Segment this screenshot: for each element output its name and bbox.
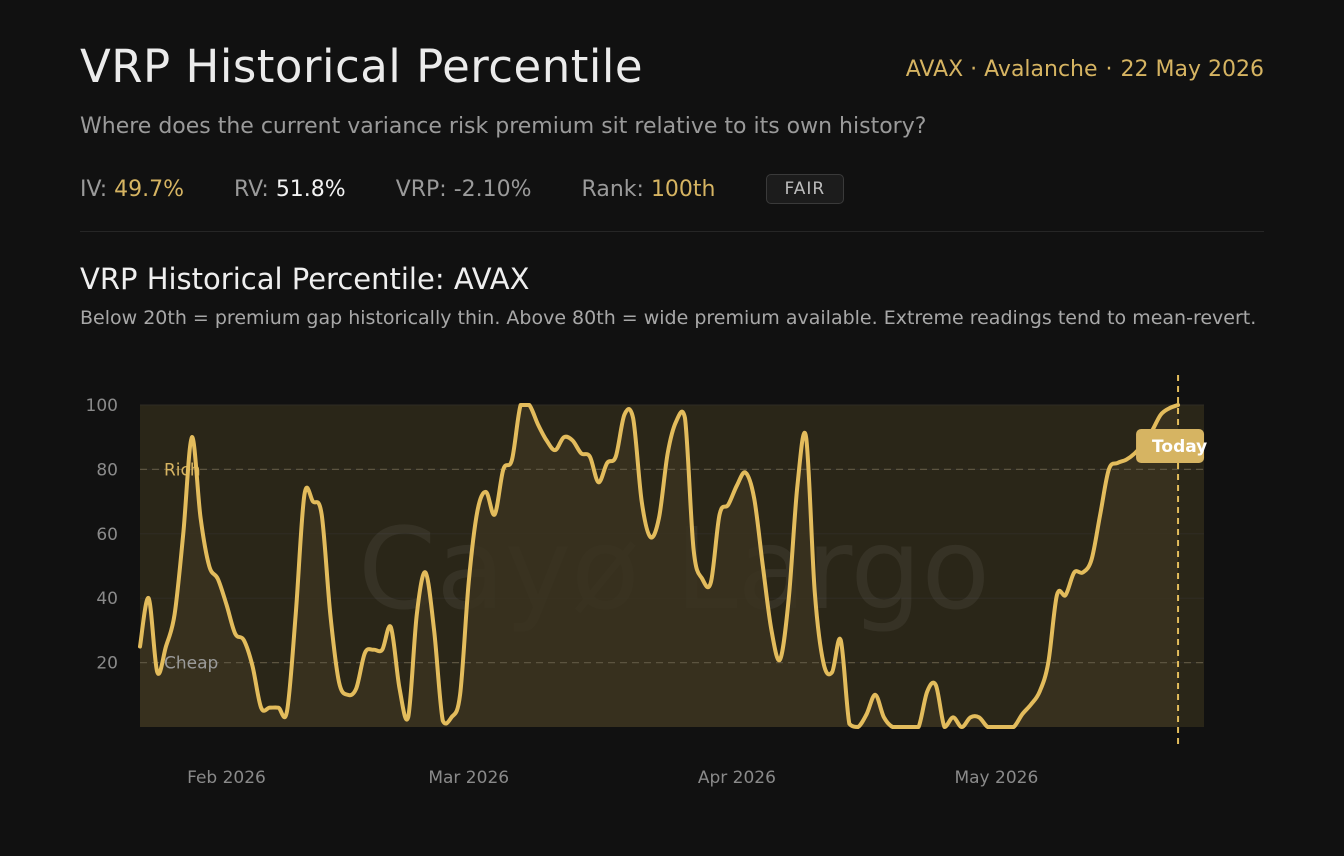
series-line <box>138 403 1181 729</box>
x-tick-label: Mar 2026 <box>428 768 509 788</box>
stat-rv: RV: 51.8% <box>234 177 346 202</box>
vrp-value: -2.10% <box>453 176 532 202</box>
cheap-threshold-label: Cheap <box>164 654 218 674</box>
rv-value: 51.8% <box>275 176 346 202</box>
x-tick-label: Apr 2026 <box>698 768 776 788</box>
y-tick-label: 100 <box>86 396 118 416</box>
meta-separator: · <box>1105 57 1113 82</box>
y-tick-label: 80 <box>96 460 118 480</box>
today-label-box <box>1136 429 1205 463</box>
vrp-label: VRP: <box>395 176 447 202</box>
rank-value: 100th <box>650 176 716 202</box>
rv-label: RV: <box>234 176 269 202</box>
page-subtitle: Where does the current variance risk pre… <box>80 114 927 139</box>
x-tick-label: May 2026 <box>954 768 1038 788</box>
stat-iv: IV: 49.7% <box>80 177 184 202</box>
chart-subtitle: Below 20th = premium gap historically th… <box>80 307 1257 329</box>
iv-label: IV: <box>80 176 108 202</box>
rank-label: Rank: <box>581 176 644 202</box>
date-label: 22 May 2026 <box>1120 57 1264 82</box>
today-label: Today <box>1152 437 1207 457</box>
stats-row: IV: 49.7% RV: 51.8% VRP: -2.10% Rank: 10… <box>80 172 845 206</box>
stat-rank: Rank: 100th <box>582 177 716 202</box>
vrp-percentile-chart: 20406080100Cayø LargoRichCheapTodayFeb 2… <box>86 375 1207 788</box>
iv-value: 49.7% <box>114 176 185 202</box>
asset-label: AVAX · Avalanche <box>905 57 1098 82</box>
y-tick-label: 60 <box>96 525 118 545</box>
status-badge: FAIR <box>765 174 845 204</box>
y-tick-label: 20 <box>96 654 118 674</box>
stat-vrp: VRP: -2.10% <box>396 177 532 202</box>
divider <box>80 231 1264 232</box>
y-tick-label: 40 <box>96 589 118 609</box>
asset-date-meta: AVAX · Avalanche · 22 May 2026 <box>906 57 1264 82</box>
x-tick-label: Feb 2026 <box>187 768 266 788</box>
rich-threshold-label: Rich <box>164 460 201 480</box>
page-title: VRP Historical Percentile <box>80 40 644 93</box>
chart-title: VRP Historical Percentile: AVAX <box>80 262 530 296</box>
series-area <box>140 405 1179 727</box>
